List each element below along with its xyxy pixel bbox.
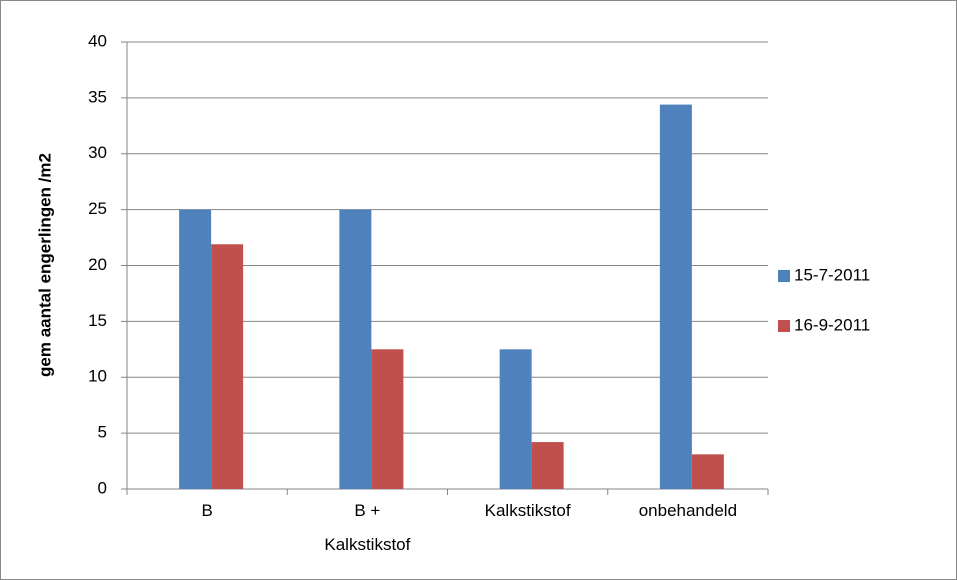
bar <box>179 209 212 489</box>
legend-swatch <box>778 270 790 282</box>
bar <box>371 349 404 489</box>
y-tick-label: 5 <box>98 423 107 442</box>
y-tick-label: 20 <box>88 255 107 274</box>
y-tick-label: 10 <box>88 367 107 386</box>
y-tick-label: 15 <box>88 311 107 330</box>
y-tick-label: 0 <box>98 478 107 497</box>
y-axis-title: gem aantal engerlingen /m2 <box>35 153 54 377</box>
y-tick-label: 25 <box>88 199 107 218</box>
x-tick-label: onbehandeld <box>638 501 738 520</box>
bar <box>531 442 564 489</box>
legend-swatch <box>778 320 790 332</box>
y-tick-label: 35 <box>88 87 107 106</box>
x-tick-label: Kalkstikstof <box>484 501 571 520</box>
bar <box>339 209 372 489</box>
legend-label: 16-9-2011 <box>794 315 870 334</box>
bar <box>691 454 724 489</box>
x-tick-label: B <box>201 501 213 520</box>
bar <box>211 244 244 489</box>
bar <box>499 349 532 489</box>
bar <box>659 104 692 489</box>
y-tick-label: 30 <box>88 143 107 162</box>
x-tick-label: B + Kalkstikstof <box>324 501 411 554</box>
y-tick-label: 40 <box>88 31 107 50</box>
legend-label: 15-7-2011 <box>794 265 870 284</box>
